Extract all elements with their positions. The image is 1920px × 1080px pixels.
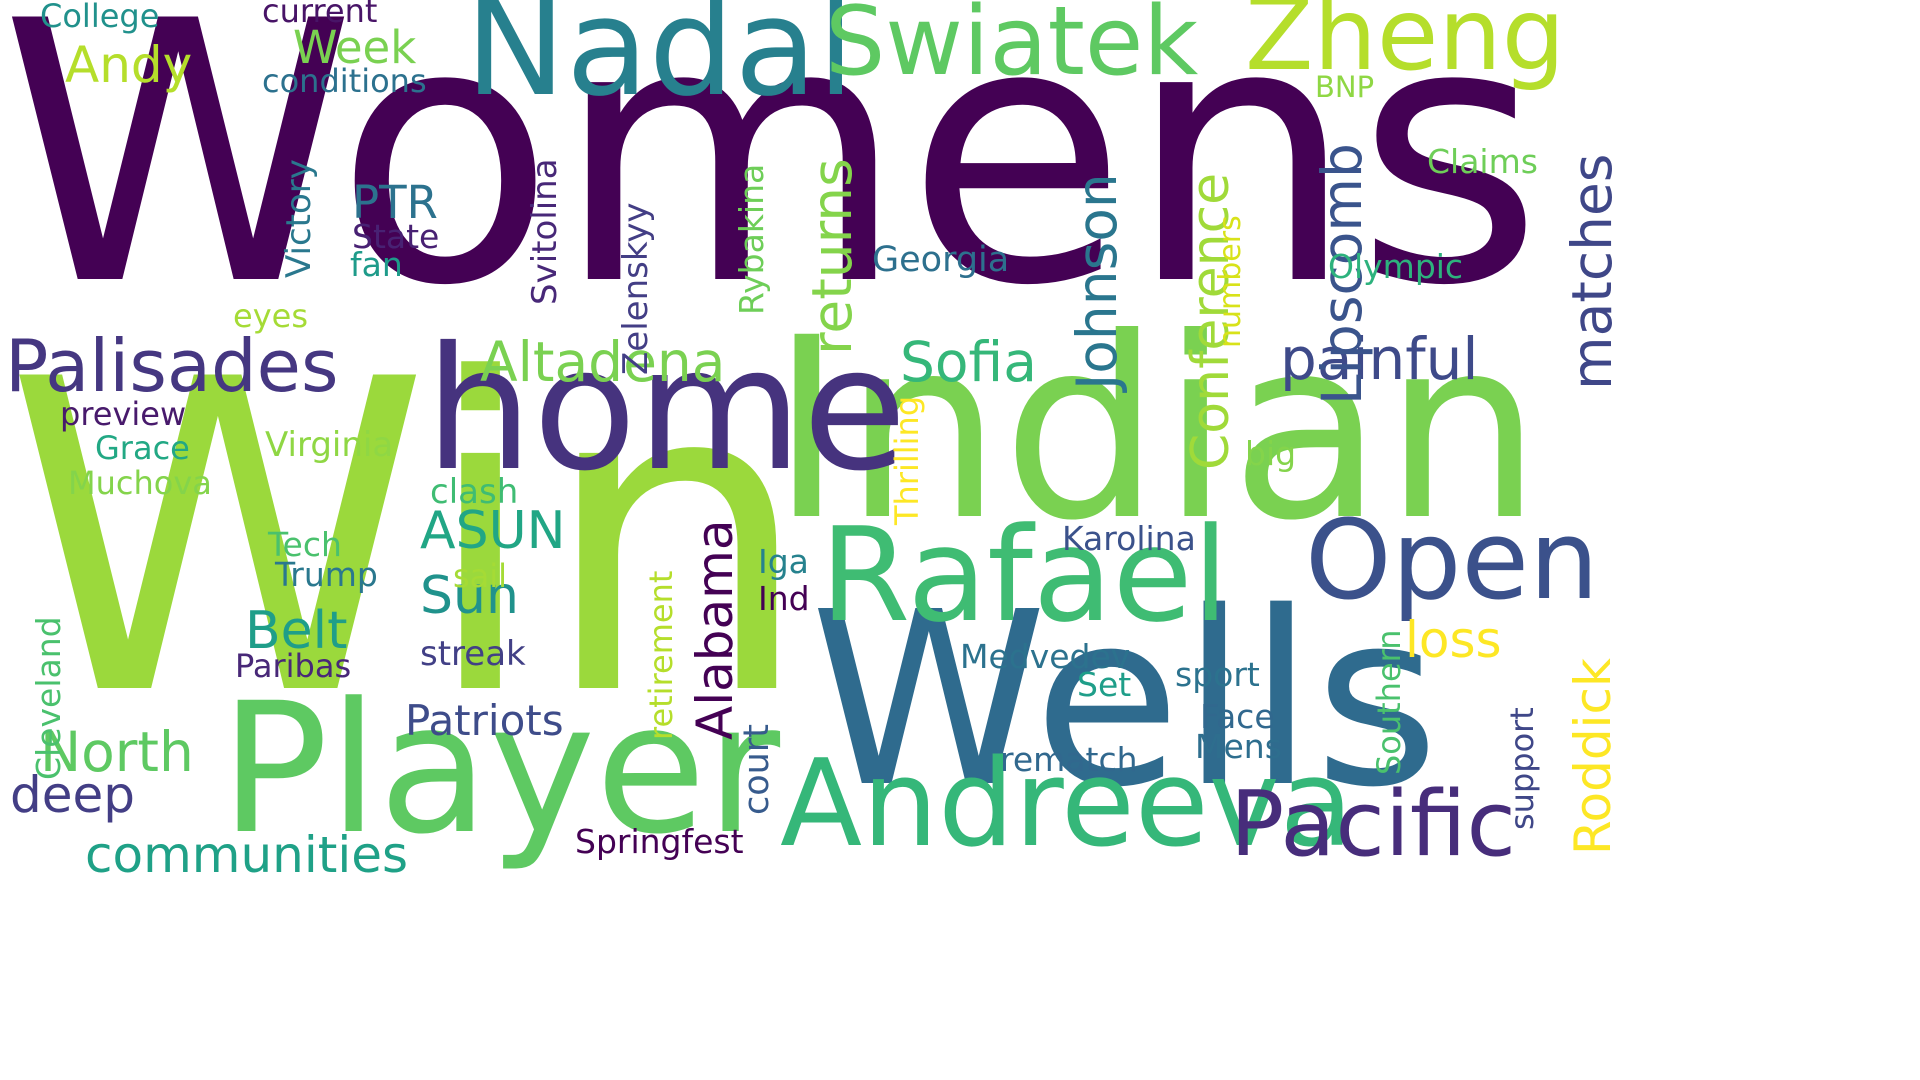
word-fan: fan	[350, 245, 403, 284]
word-clash: clash	[430, 472, 519, 512]
word-pacific: Pacific	[1230, 772, 1517, 877]
word-indian: Indian	[770, 284, 1542, 575]
word-virginia: Virginia	[265, 425, 394, 465]
word-olympic: Olympic	[1328, 247, 1464, 286]
word-wells: Wells	[810, 560, 1440, 840]
word-rematch: rematch	[1000, 740, 1138, 779]
word-ind: Ind	[758, 579, 810, 618]
word-home: home	[425, 311, 907, 509]
word-week: Week	[293, 21, 417, 74]
word-paribas: Paribas	[235, 647, 352, 685]
word-victory: Victory	[279, 159, 319, 278]
word-bnp: BNP	[1315, 70, 1375, 104]
word-deep: deep	[10, 766, 135, 824]
word-preview: preview	[60, 395, 187, 433]
word-karolina: Karolina	[1062, 519, 1196, 558]
word-asun: ASUN	[420, 501, 566, 561]
word-college: College	[40, 0, 160, 35]
word-cleveland: Cleveland	[29, 616, 68, 780]
word-iga: Iga	[758, 542, 809, 581]
word-big: big	[1245, 434, 1297, 473]
word-mens: Mens	[1195, 727, 1282, 766]
word-returns: returns	[800, 158, 864, 355]
word-andy: Andy	[65, 36, 193, 94]
word-springfest: Springfest	[575, 822, 744, 861]
word-sofia: Sofia	[900, 330, 1037, 394]
word-set: Set	[1077, 665, 1132, 704]
word-womens: Womens	[0, 0, 1544, 364]
word-player: Player	[220, 665, 781, 874]
word-communities: communities	[85, 826, 409, 884]
word-painful: painful	[1280, 325, 1479, 393]
word-muchova: Muchova	[68, 464, 212, 502]
word-palisades: Palisades	[5, 324, 339, 408]
word-sport: sport	[1175, 655, 1260, 694]
word-grace: Grace	[95, 429, 190, 467]
word-current: current	[262, 0, 378, 30]
word-trump: Trump	[275, 555, 378, 594]
word-eyes: eyes	[233, 297, 308, 335]
word-support: support	[1503, 707, 1541, 830]
word-sail: sail	[453, 557, 508, 595]
word-court: court	[737, 724, 777, 815]
word-claims: Claims	[1427, 142, 1538, 181]
word-open: Open	[1305, 496, 1599, 624]
word-matches: matches	[1560, 153, 1624, 390]
word-altadena: Altadena	[480, 330, 726, 394]
word-zelenskyy: Zelenskyy	[616, 202, 656, 375]
word-southern: Southern	[1370, 629, 1408, 775]
word-georgia: Georgia	[872, 240, 1010, 280]
word-streak: streak	[420, 634, 526, 674]
word-patriots: Patriots	[405, 696, 564, 745]
word-numbers: numbers	[1213, 215, 1248, 348]
word-ptr: PTR	[352, 176, 438, 229]
word-svitolina: Svitolina	[525, 158, 565, 305]
word-retirement: retirement	[642, 570, 680, 740]
word-conditions: conditions	[262, 62, 427, 100]
word-thrilling: Thrilling	[888, 395, 926, 525]
word-andreeva: Andreeva	[780, 735, 1354, 874]
word-state: State	[352, 217, 440, 256]
word-tech: Tech	[268, 525, 342, 564]
word-rybakina: Rybakina	[732, 163, 771, 315]
word-belt: Belt	[245, 601, 348, 661]
word-north: North	[40, 720, 194, 784]
word-win: Win	[5, 290, 813, 790]
word-sun: Sun	[420, 566, 519, 626]
word-rafael: Rafael	[820, 499, 1229, 651]
word-swiatek: Swiatek	[825, 0, 1199, 97]
word-alabama: Alabama	[686, 519, 744, 740]
word-face: Face	[1200, 697, 1275, 736]
word-nadal: Nadal	[465, 0, 855, 126]
word-johnson: Johnson	[1065, 173, 1129, 390]
word-loss: loss	[1405, 611, 1502, 669]
word-medvedev: Medvedev	[960, 637, 1131, 676]
word-roddick: Roddick	[1564, 658, 1622, 855]
word-zheng: Zheng	[1245, 0, 1566, 93]
